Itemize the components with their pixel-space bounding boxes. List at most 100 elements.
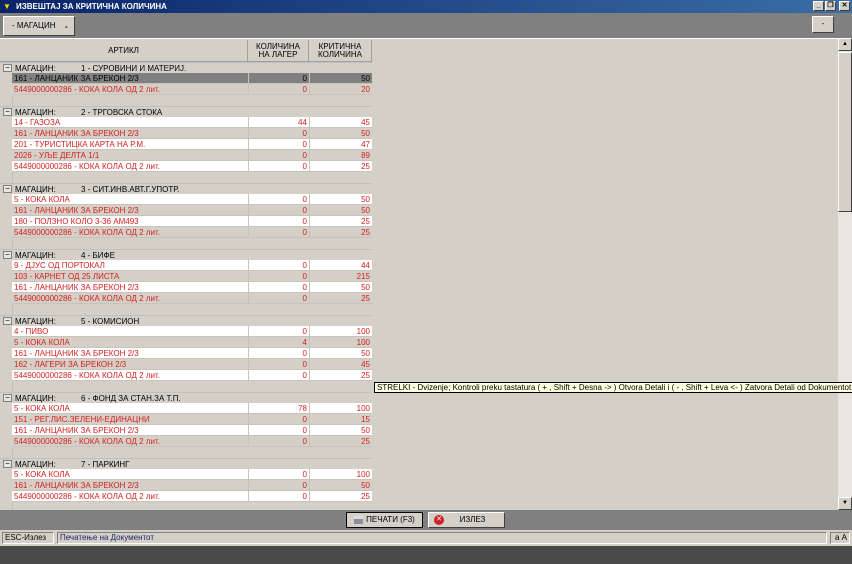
table-row[interactable]: 5449000000286 - КОКА КОЛА ОД 2 лит. 0 25 <box>12 491 372 502</box>
stock-qty-cell: 0 <box>248 150 309 161</box>
critical-qty-cell: 45 <box>309 359 372 370</box>
group-header[interactable]: − МАГАЦИН: 3 - СИТ.ИНВ.АВТ.Г.УПОТР. <box>0 183 372 194</box>
table-row[interactable]: 5449000000286 - КОКА КОЛА ОД 2 лит. 0 25 <box>12 370 372 381</box>
critical-qty-cell: 100 <box>309 403 372 414</box>
group-button-label: - МАГАЦИН <box>12 21 56 30</box>
collapse-all-button[interactable]: - <box>812 16 834 33</box>
stock-qty-cell: 0 <box>248 84 309 95</box>
table-row[interactable]: 103 - КАРНЕТ ОД 25 ЛИСТА 0 215 <box>12 271 372 282</box>
article-cell: 5449000000286 - КОКА КОЛА ОД 2 лит. <box>14 492 160 501</box>
table-row[interactable]: 161 - ЛАНЦАНИК ЗА БРЕКОН 2/3 0 50 <box>12 480 372 491</box>
article-cell: 161 - ЛАНЦАНИК ЗА БРЕКОН 2/3 <box>14 349 139 358</box>
warehouse-name: 3 - СИТ.ИНВ.АВТ.Г.УПОТР. <box>81 185 180 194</box>
group-by-warehouse-button[interactable]: - МАГАЦИН ▲ <box>3 16 75 36</box>
article-cell: 5449000000286 - КОКА КОЛА ОД 2 лит. <box>14 228 160 237</box>
print-button[interactable]: ПЕЧАТИ (F3) <box>346 512 423 528</box>
close-button[interactable]: ✕ <box>839 1 850 11</box>
article-cell: 5 - КОКА КОЛА <box>14 338 70 347</box>
table-row[interactable]: 201 - ТУРИСТИЦКА КАРТА НА Р.М. 0 47 <box>12 139 372 150</box>
critical-qty-cell: 50 <box>309 425 372 436</box>
table-row[interactable]: 162 - ЛАГЕРИ ЗА БРЕКОН 2/3 0 45 <box>12 359 372 370</box>
group-spacer <box>12 304 372 315</box>
table-row[interactable]: 161 - ЛАНЦАНИК ЗА БРЕКОН 2/3 0 50 <box>12 348 372 359</box>
group-header[interactable]: − МАГАЦИН: 7 - ПАРКИНГ <box>0 458 372 469</box>
stock-qty-cell: 0 <box>248 359 309 370</box>
collapse-toggle-icon[interactable]: − <box>3 460 12 468</box>
table-row[interactable]: 5 - КОКА КОЛА 4 100 <box>12 337 372 348</box>
table-row[interactable]: 5 - КОКА КОЛА 0 100 <box>12 469 372 480</box>
column-header-stock-qty[interactable]: КОЛИЧИНА НА ЛАГЕР <box>248 40 309 62</box>
article-cell: 180 - ПОЛЗНО КОЛО 3-36 АМ493 <box>14 217 139 226</box>
critical-qty-cell: 47 <box>309 139 372 150</box>
table-row[interactable]: 14 - ГАЗОЗА 44 45 <box>12 117 372 128</box>
grid-rows: − МАГАЦИН: 1 - СУРОВИНИ И МАТЕРИЈ. 161 - ЛА… <box>0 62 372 510</box>
status-bar: ESC-Излез Печатење на Документот а А <box>0 530 852 546</box>
button-bar: ПЕЧАТИ (F3) ✕ ИЗЛЕЗ <box>0 510 852 530</box>
table-row[interactable]: 161 - ЛАНЦАНИК ЗА БРЕКОН 2/3 0 50 <box>12 128 372 139</box>
group-header[interactable]: − МАГАЦИН: 6 - ФОНД ЗА СТАН.ЗА Т.П. <box>0 392 372 403</box>
table-row[interactable]: 5449000000286 - КОКА КОЛА ОД 2 лит. 0 25 <box>12 161 372 172</box>
collapse-toggle-icon[interactable]: − <box>3 317 12 325</box>
stock-qty-cell: 0 <box>248 260 309 271</box>
critical-qty-cell: 50 <box>309 194 372 205</box>
group-header[interactable]: − МАГАЦИН: 2 - ТРГОВСКА СТОКА <box>0 106 372 117</box>
article-cell: 161 - ЛАНЦАНИК ЗА БРЕКОН 2/3 <box>14 129 139 138</box>
toolbar: - МАГАЦИН ▲ - <box>0 13 852 38</box>
article-cell: 4 - ПИВО <box>14 327 49 336</box>
critical-qty-cell: 100 <box>309 469 372 480</box>
group-header[interactable]: − МАГАЦИН: 1 - СУРОВИНИ И МАТЕРИЈ. <box>0 62 372 73</box>
close-circle-icon: ✕ <box>434 515 444 525</box>
scroll-down-icon[interactable]: ▼ <box>838 497 852 510</box>
critical-qty-cell: 100 <box>309 326 372 337</box>
status-esc-hint: ESC-Излез <box>2 532 54 544</box>
collapse-toggle-icon[interactable]: − <box>3 64 12 72</box>
stock-qty-cell: 44 <box>248 117 309 128</box>
collapse-toggle-icon[interactable]: − <box>3 394 12 402</box>
table-row[interactable]: 4 - ПИВО 0 100 <box>12 326 372 337</box>
stock-qty-cell: 0 <box>248 469 309 480</box>
critical-qty-cell: 25 <box>309 293 372 304</box>
table-row[interactable]: 5 - КОКА КОЛА 78 100 <box>12 403 372 414</box>
restore-button[interactable]: ❐ <box>825 1 836 11</box>
exit-button-label: ИЗЛЕЗ <box>459 515 486 524</box>
warehouse-name: 4 - БИФЕ <box>81 251 115 260</box>
critical-qty-cell: 25 <box>309 491 372 502</box>
column-header-critical-qty[interactable]: КРИТИЧНА КОЛИЧИНА <box>309 40 372 62</box>
table-row[interactable]: 161 - ЛАНЦАНИК ЗА БРЕКОН 2/3 0 50 <box>12 282 372 293</box>
scroll-thumb[interactable] <box>838 52 852 212</box>
article-cell: 2026 - УЉЕ ДЕЛТА 1/1 <box>14 151 100 160</box>
table-row[interactable]: 161 - ЛАНЦАНИК ЗА БРЕКОН 2/3 0 50 <box>12 205 372 216</box>
collapse-toggle-icon[interactable]: − <box>3 185 12 193</box>
table-row[interactable]: 2026 - УЉЕ ДЕЛТА 1/1 0 89 <box>12 150 372 161</box>
critical-qty-cell: 100 <box>309 337 372 348</box>
group-spacer <box>12 381 372 392</box>
table-row[interactable]: 5449000000286 - КОКА КОЛА ОД 2 лит. 0 25 <box>12 436 372 447</box>
group-header[interactable]: − МАГАЦИН: 5 - КОМИСИОН <box>0 315 372 326</box>
minimize-button[interactable]: _ <box>813 1 824 11</box>
collapse-toggle-icon[interactable]: − <box>3 251 12 259</box>
critical-qty-cell: 50 <box>309 205 372 216</box>
table-row[interactable]: 180 - ПОЛЗНО КОЛО 3-36 АМ493 0 25 <box>12 216 372 227</box>
table-row[interactable]: 5 - КОКА КОЛА 0 50 <box>12 194 372 205</box>
keyboard-layout-indicator: а А <box>830 532 850 544</box>
table-row[interactable]: 161 - ЛАНЦАНИК ЗА БРЕКОН 2/3 0 50 <box>12 73 372 84</box>
stock-qty-cell: 0 <box>248 480 309 491</box>
stock-qty-cell: 0 <box>248 139 309 150</box>
table-row[interactable]: 5449000000286 - КОКА КОЛА ОД 2 лит. 0 25 <box>12 293 372 304</box>
column-header-article[interactable]: АРТИКЛ <box>0 40 248 62</box>
vertical-scrollbar[interactable]: ▲ ▼ <box>838 38 852 510</box>
table-row[interactable]: 151 - РЕГ.ЛИС.ЗЕЛЕНИ-ЕДИНАЦНИ 0 15 <box>12 414 372 425</box>
table-row[interactable]: 5449000000286 - КОКА КОЛА ОД 2 лит. 0 20 <box>12 84 372 95</box>
stock-qty-cell: 0 <box>248 326 309 337</box>
window-title: ИЗВЕШТАЈ ЗА КРИТИЧНА КОЛИЧИНА <box>16 2 167 11</box>
scroll-up-icon[interactable]: ▲ <box>838 38 852 51</box>
table-row[interactable]: 5449000000286 - КОКА КОЛА ОД 2 лит. 0 25 <box>12 227 372 238</box>
collapse-toggle-icon[interactable]: − <box>3 108 12 116</box>
group-header[interactable]: − МАГАЦИН: 4 - БИФЕ <box>0 249 372 260</box>
stock-qty-cell: 4 <box>248 337 309 348</box>
sort-up-icon: ▲ <box>63 24 69 30</box>
table-row[interactable]: 161 - ЛАНЦАНИК ЗА БРЕКОН 2/3 0 50 <box>12 425 372 436</box>
table-row[interactable]: 9 - ДЈУС ОД ПОРТОКАЛ 0 44 <box>12 260 372 271</box>
article-cell: 5449000000286 - КОКА КОЛА ОД 2 лит. <box>14 437 160 446</box>
exit-button[interactable]: ✕ ИЗЛЕЗ <box>428 512 505 528</box>
